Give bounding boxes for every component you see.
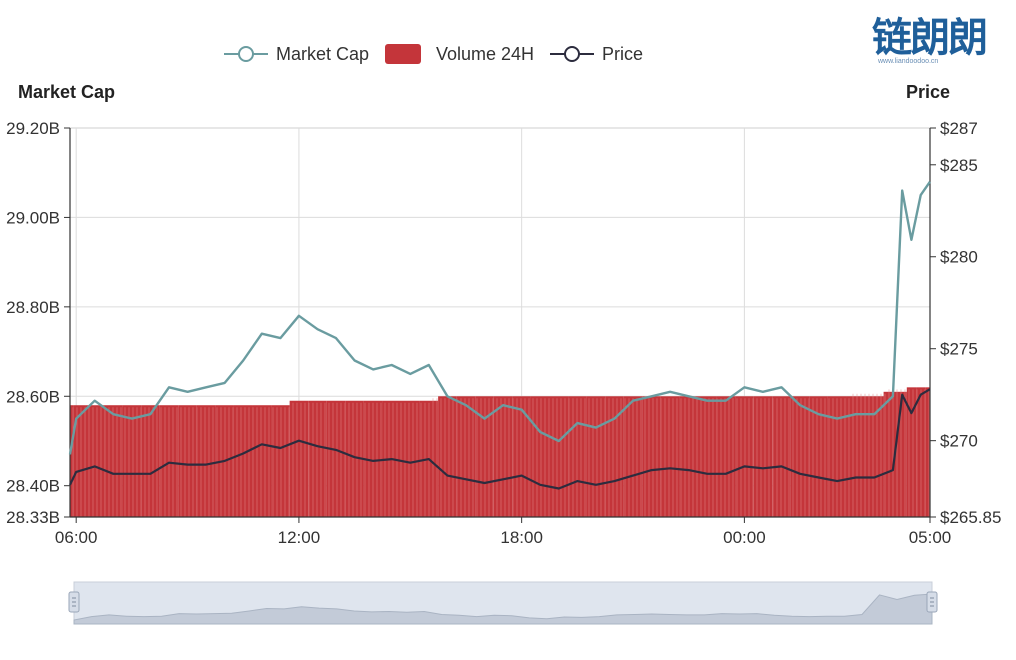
volume-bar (326, 400, 346, 517)
volume-bar (70, 405, 74, 517)
volume-bar (178, 405, 197, 517)
volume-bar (586, 396, 606, 517)
volume-bar (660, 396, 680, 517)
right-axis-title: Price (906, 82, 951, 102)
right-tick-label: $287 (940, 119, 978, 138)
legend-label-volume: Volume 24H (436, 43, 535, 64)
volume-bar (122, 405, 142, 517)
left-tick-label: 28.33B (6, 508, 60, 527)
volume-bar (897, 391, 907, 517)
volume-bar (846, 396, 866, 517)
volume-bar (697, 396, 717, 517)
left-tick-label: 28.40B (6, 477, 60, 496)
x-tick-label: 18:00 (500, 528, 543, 547)
volume-bar (568, 396, 587, 517)
volume-bar (735, 396, 754, 517)
volume-bar (196, 405, 216, 517)
right-tick-label: $275 (940, 340, 978, 359)
volume-bar (493, 396, 513, 517)
volume-bar (308, 400, 327, 517)
volume-bar (605, 396, 624, 517)
right-tick-label: $265.85 (940, 508, 1001, 527)
volume-bar (252, 405, 272, 517)
legend-label-price: Price (602, 43, 644, 64)
bar-legend-icon (384, 43, 428, 65)
volume-bar (772, 396, 791, 517)
legend-label-market-cap: Market Cap (276, 43, 370, 64)
volume-bar (345, 400, 364, 517)
market-cap-line (68, 181, 931, 455)
volume-bar (906, 387, 917, 517)
volume-bar (271, 405, 290, 517)
right-tick-label: $270 (940, 432, 978, 451)
chart-legend: Market Cap Volume 24H Price (0, 38, 1016, 70)
legend-item-price[interactable]: Price (550, 38, 643, 70)
volume-bar (809, 396, 828, 517)
volume-bar (456, 396, 476, 517)
volume-bar (73, 405, 86, 517)
x-tick-label: 00:00 (723, 528, 766, 547)
right-tick-label: $280 (940, 248, 978, 267)
right-tick-label: $285 (940, 156, 978, 175)
volume-bar (790, 396, 810, 517)
volume-bar (141, 405, 160, 517)
data-zoom-preview-area (73, 593, 933, 625)
left-tick-label: 28.80B (6, 298, 60, 317)
volume-bar (883, 391, 898, 517)
left-tick-label: 29.20B (6, 119, 60, 138)
x-tick-label: 12:00 (278, 528, 321, 547)
x-tick-label: 05:00 (909, 528, 952, 547)
line-circle-legend-icon (550, 43, 594, 65)
volume-bar (401, 400, 420, 517)
volume-bar (289, 400, 309, 517)
volume-bar (438, 396, 457, 517)
volume-bar (104, 405, 123, 517)
left-tick-label: 29.00B (6, 208, 60, 227)
volume-bar-separators (72, 389, 930, 517)
volume-bar (530, 396, 550, 517)
brand-watermark-logo: 链朗朗 www.liandoodoo.cn (872, 15, 988, 65)
x-tick-label: 06:00 (55, 528, 98, 547)
volume-bar (925, 387, 930, 517)
price-line (69, 388, 931, 490)
volume-bar (716, 396, 736, 517)
legend-item-volume[interactable]: Volume 24H (384, 38, 534, 70)
left-tick-label: 28.60B (6, 387, 60, 406)
volume-bar (642, 396, 661, 517)
volume-bar (233, 405, 253, 517)
line-circle-legend-icon (224, 43, 268, 65)
volume-bar (753, 396, 773, 517)
volume-bar (85, 405, 105, 517)
left-axis-title: Market Cap (18, 82, 116, 102)
legend-item-market-cap[interactable]: Market Cap (224, 38, 369, 70)
volume-bar (865, 396, 884, 517)
volume-bar (512, 396, 531, 517)
